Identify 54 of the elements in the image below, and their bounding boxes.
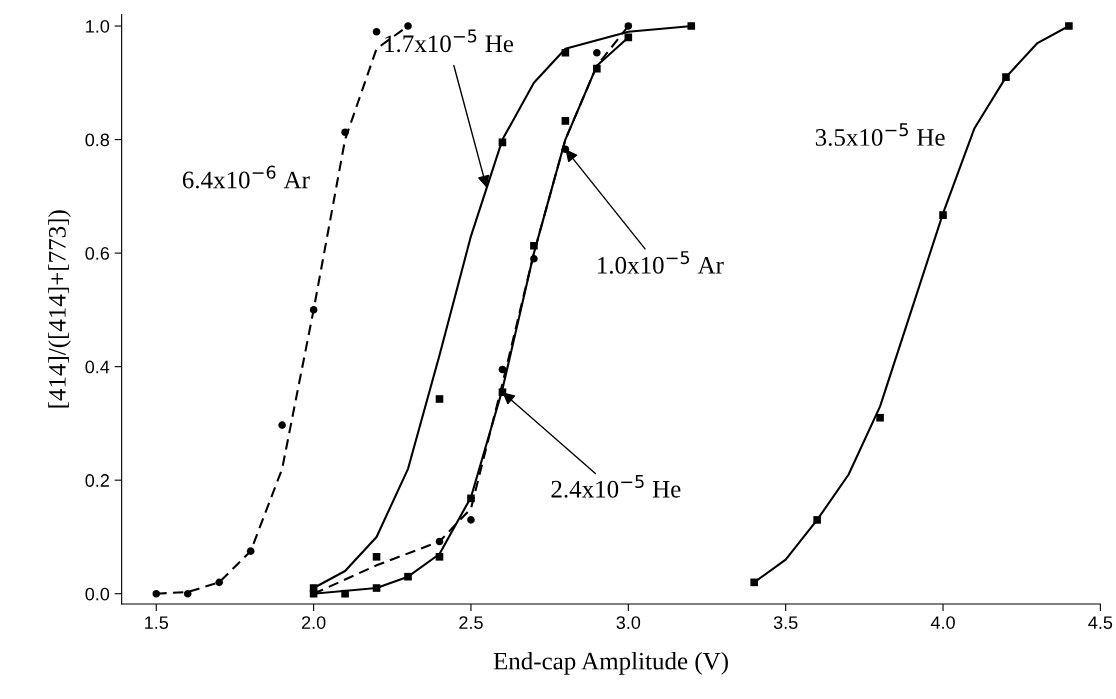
point: [467, 516, 475, 524]
y-tick-label: 0.6: [85, 247, 110, 260]
point: [309, 306, 318, 314]
point: [498, 365, 507, 374]
point: [435, 395, 444, 403]
annotation: 3.5x10$^{−5}$ He: [815, 123, 945, 146]
point: [246, 547, 255, 555]
point: [593, 48, 601, 57]
point: [341, 589, 349, 598]
point: [1002, 73, 1010, 81]
x-tick-label: 1.5: [145, 616, 169, 629]
point: [435, 537, 444, 546]
x-tick-label: 2.5: [459, 616, 483, 629]
y-tick-label: 0.4: [85, 360, 110, 374]
point: [467, 494, 475, 503]
point: [593, 64, 601, 73]
y-tick-label: 1.0: [86, 19, 110, 33]
point: [876, 413, 884, 422]
point: [183, 589, 192, 598]
point: [278, 421, 286, 429]
x-axis-title: End-cap Amplitude (V): [493, 652, 728, 675]
point: [1065, 22, 1073, 30]
annotation: 1.0x10$^{−5}$ Ar: [598, 251, 724, 274]
y-tick-label: 0.0: [85, 587, 110, 601]
point: [939, 211, 947, 219]
point: [435, 553, 444, 561]
point: [530, 241, 538, 250]
point: [624, 22, 633, 30]
x-tick-label: 4.5: [1088, 616, 1113, 629]
point: [404, 572, 412, 581]
x-tick-label: 4.0: [930, 616, 955, 629]
y-tick-label: 0.8: [85, 133, 110, 147]
point: [372, 584, 381, 592]
point: [530, 254, 538, 263]
point: [372, 553, 381, 561]
point: [750, 578, 758, 587]
y-tick-label: 0.2: [85, 474, 109, 487]
point: [215, 578, 224, 587]
point: [372, 27, 381, 36]
x-tick-label: 2.0: [301, 616, 326, 629]
point: [687, 22, 696, 30]
point: [404, 22, 412, 30]
x-tick-label: 3.0: [616, 616, 641, 629]
annotation: 1.7x10$^{−5}$ He: [385, 29, 514, 53]
point: [561, 117, 570, 125]
point: [309, 589, 318, 598]
point: [341, 128, 349, 136]
x-tick-label: 3.5: [773, 616, 798, 629]
annotation: 6.4x10$^{−6}$ Ar: [182, 165, 310, 189]
point: [561, 48, 570, 57]
y-axis-title: [414]/([414]+[773]): [48, 210, 71, 408]
point: [152, 589, 161, 598]
annotation: 2.4x10$^{−5}$ He: [551, 475, 681, 498]
point: [813, 516, 821, 524]
